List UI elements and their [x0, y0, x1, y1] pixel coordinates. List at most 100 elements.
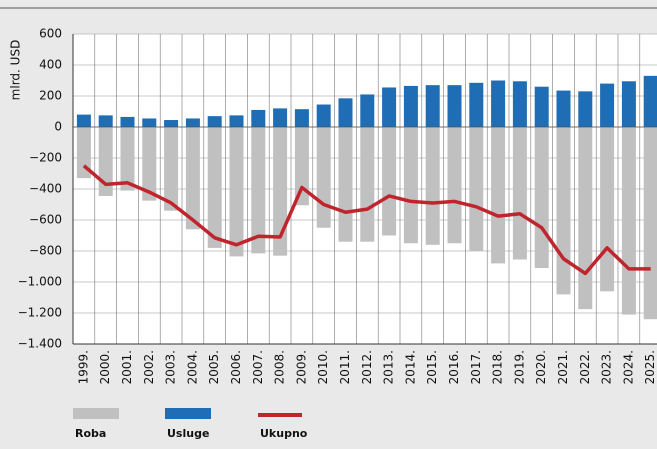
bar — [425, 85, 440, 127]
bar — [164, 127, 179, 211]
bar — [360, 94, 375, 127]
y-tick-label: 400 — [39, 58, 62, 72]
bar — [229, 127, 244, 257]
bar — [382, 127, 397, 236]
y-tick-label: −400 — [29, 182, 62, 196]
bar — [491, 127, 506, 264]
bar — [621, 127, 636, 315]
bar — [229, 115, 244, 127]
x-tick-label: 2022. — [578, 350, 592, 384]
x-tick-label: 2013. — [382, 350, 396, 384]
x-tick-label: 2000. — [98, 350, 112, 384]
x-tick-label: 2008. — [273, 350, 287, 384]
bar — [207, 116, 222, 127]
bar — [600, 127, 615, 292]
y-tick-label: 0 — [54, 120, 62, 134]
y-tick-label: −1.200 — [18, 306, 62, 320]
legend-label: Usluge — [167, 427, 209, 440]
legend: Roba Usluge Ukupno — [73, 408, 308, 440]
bar — [534, 127, 549, 269]
bar — [403, 85, 418, 127]
y-axis-title: mlrd. USD — [9, 40, 23, 101]
bar — [164, 120, 179, 127]
x-tick-label: 2020. — [534, 350, 548, 384]
y-tick-label: −1.000 — [18, 275, 62, 289]
y-tick-label: 600 — [39, 27, 62, 41]
y-tick-label: −200 — [29, 151, 62, 165]
x-tick-label: 2002. — [142, 350, 156, 384]
x-tick-label: 2005. — [207, 350, 221, 384]
bar — [512, 127, 527, 260]
bar — [491, 80, 506, 127]
bar — [76, 114, 91, 127]
bar — [643, 75, 657, 127]
x-tick-label: 2019. — [512, 350, 526, 384]
bar — [534, 86, 549, 127]
y-tick-label: −1.400 — [18, 337, 62, 351]
bar — [600, 83, 615, 127]
bar — [294, 109, 309, 127]
x-tick-label: 2003. — [164, 350, 178, 384]
bar — [643, 127, 657, 320]
x-tick-label: 2001. — [120, 350, 134, 384]
bar — [425, 127, 440, 245]
legend-swatch — [73, 408, 119, 419]
x-tick-label: 1999. — [76, 350, 90, 384]
bar — [207, 127, 222, 248]
x-tick-label: 2014. — [403, 350, 417, 384]
bar — [403, 127, 418, 244]
bar — [142, 118, 157, 127]
bar — [316, 127, 331, 228]
x-tick-label: 2012. — [360, 350, 374, 384]
bar — [360, 127, 375, 242]
x-tick-label: 2007. — [251, 350, 265, 384]
x-tick-label: 2016. — [447, 350, 461, 384]
x-tick-label: 2004. — [185, 350, 199, 384]
bar — [382, 87, 397, 127]
bar — [338, 127, 353, 242]
x-tick-label: 2015. — [425, 350, 439, 384]
bar — [273, 108, 288, 127]
x-tick-label: 2017. — [469, 350, 483, 384]
legend-label: Ukupno — [260, 427, 308, 440]
bar — [294, 127, 309, 206]
bar — [185, 127, 200, 230]
legend-swatch — [165, 408, 211, 419]
x-tick-label: 2023. — [600, 350, 614, 384]
x-tick-label: 2021. — [556, 350, 570, 384]
bar — [120, 127, 135, 191]
y-tick-label: 200 — [39, 89, 62, 103]
x-tick-label: 2010. — [316, 350, 330, 384]
bar — [76, 127, 91, 179]
bar — [251, 127, 266, 254]
x-tick-label: 2006. — [229, 350, 243, 384]
y-tick-label: −600 — [29, 213, 62, 227]
bar — [120, 116, 135, 127]
bar — [273, 127, 288, 256]
bar — [469, 82, 484, 127]
bar — [556, 127, 571, 295]
bar — [556, 90, 571, 127]
bar — [621, 81, 636, 127]
x-tick-label: 2024. — [621, 350, 635, 384]
bar — [578, 127, 593, 310]
bar — [469, 127, 484, 251]
bar — [142, 127, 157, 201]
bar — [98, 127, 113, 196]
bar — [185, 118, 200, 127]
bar — [251, 109, 266, 127]
bar — [98, 115, 113, 127]
bar — [512, 81, 527, 127]
x-tick-label: 2025. — [643, 350, 657, 384]
bar — [316, 104, 331, 127]
y-tick-label: −800 — [29, 244, 62, 258]
line — [82, 164, 651, 276]
bar — [338, 98, 353, 127]
legend-label: Roba — [75, 427, 106, 440]
bar — [578, 91, 593, 127]
x-tick-label: 2018. — [491, 350, 505, 384]
bar — [447, 85, 462, 127]
x-tick-label: 2011. — [338, 350, 352, 384]
